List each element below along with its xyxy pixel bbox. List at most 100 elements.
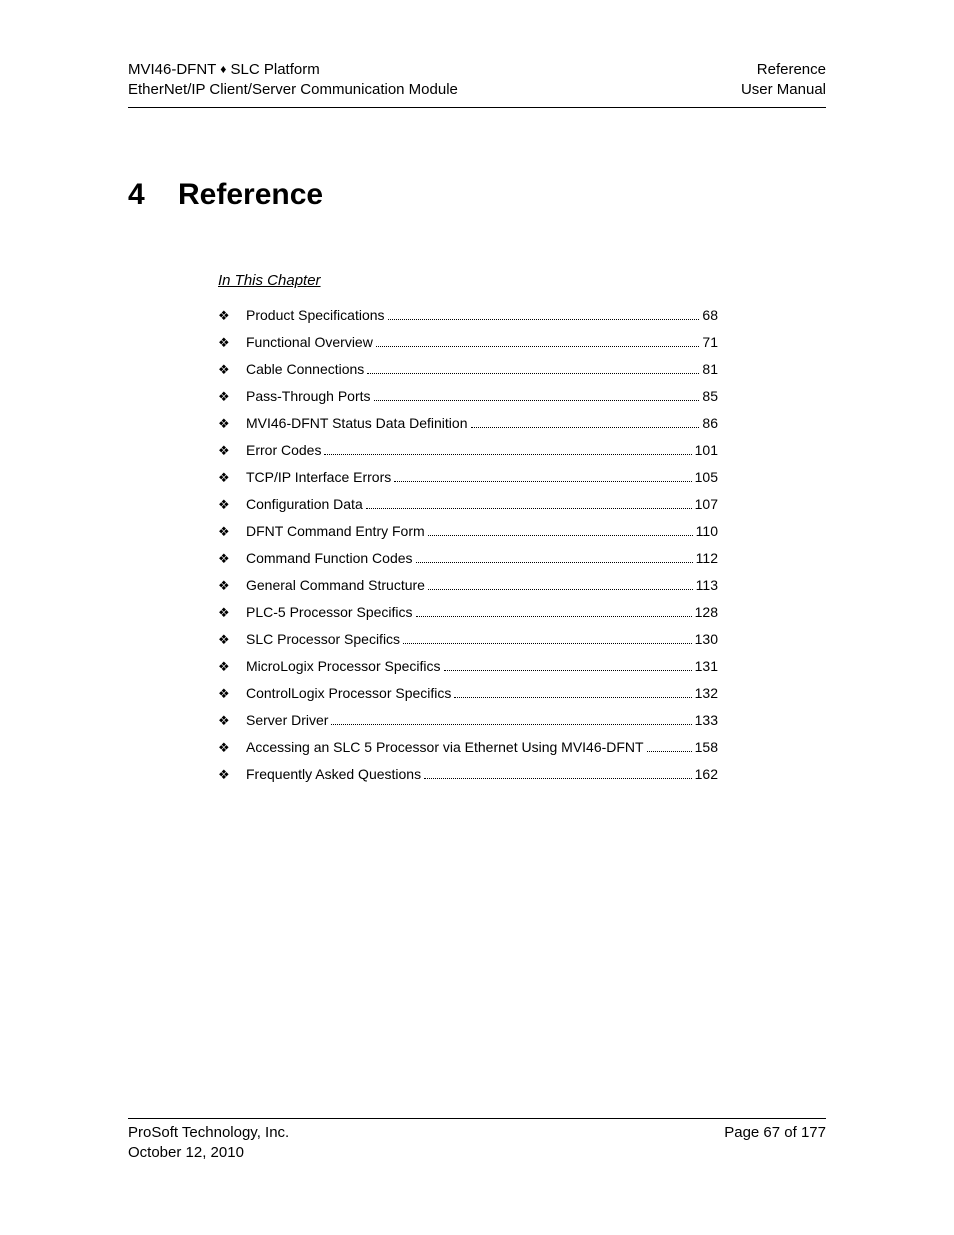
toc-label: Product Specifications bbox=[246, 307, 385, 323]
toc-label: Pass-Through Ports bbox=[246, 388, 371, 404]
toc-label: General Command Structure bbox=[246, 577, 425, 593]
toc-row: ❖SLC Processor Specifics 130 bbox=[218, 631, 718, 648]
toc-entry: ControlLogix Processor Specifics 132 bbox=[246, 685, 718, 701]
toc-entry: Server Driver133 bbox=[246, 712, 718, 728]
toc-row: ❖General Command Structure113 bbox=[218, 577, 718, 594]
toc-entry: Frequently Asked Questions 162 bbox=[246, 766, 718, 782]
toc-leader-dots bbox=[454, 697, 691, 698]
toc-label: SLC Processor Specifics bbox=[246, 631, 400, 647]
toc-row: ❖DFNT Command Entry Form110 bbox=[218, 523, 718, 540]
diamond-bullet-icon: ❖ bbox=[218, 686, 246, 702]
header-platform: SLC Platform bbox=[226, 61, 319, 78]
in-this-chapter-label: In This Chapter bbox=[218, 272, 826, 289]
toc-page: 113 bbox=[696, 577, 718, 593]
toc-entry: PLC-5 Processor Specifics 128 bbox=[246, 604, 718, 620]
toc-leader-dots bbox=[471, 427, 700, 428]
toc-leader-dots bbox=[366, 508, 692, 509]
toc-leader-dots bbox=[367, 373, 699, 374]
chapter-title: Reference bbox=[178, 178, 323, 212]
toc-leader-dots bbox=[647, 751, 692, 752]
toc-entry: Configuration Data107 bbox=[246, 496, 718, 512]
toc-page: 162 bbox=[695, 766, 718, 782]
toc-entry: Product Specifications68 bbox=[246, 307, 718, 323]
toc-row: ❖ControlLogix Processor Specifics 132 bbox=[218, 685, 718, 702]
toc-page: 158 bbox=[695, 739, 718, 755]
toc-label: DFNT Command Entry Form bbox=[246, 523, 425, 539]
toc-page: 71 bbox=[702, 334, 718, 350]
toc-page: 86 bbox=[702, 415, 718, 431]
toc-label: Functional Overview bbox=[246, 334, 373, 350]
diamond-bullet-icon: ❖ bbox=[218, 470, 246, 486]
diamond-bullet-icon: ❖ bbox=[218, 416, 246, 432]
diamond-bullet-icon: ❖ bbox=[218, 551, 246, 567]
toc-page: 131 bbox=[695, 658, 718, 674]
toc-label: TCP/IP Interface Errors bbox=[246, 469, 391, 485]
toc-row: ❖Cable Connections 81 bbox=[218, 361, 718, 378]
toc-leader-dots bbox=[444, 670, 692, 671]
header-right-line2: User Manual bbox=[741, 80, 826, 100]
toc-label: Accessing an SLC 5 Processor via Etherne… bbox=[246, 739, 644, 755]
toc-entry: SLC Processor Specifics 130 bbox=[246, 631, 718, 647]
toc-page: 132 bbox=[695, 685, 718, 701]
page-header: MVI46-DFNT ♦ SLC Platform EtherNet/IP Cl… bbox=[128, 60, 826, 108]
toc-entry: MicroLogix Processor Specifics 131 bbox=[246, 658, 718, 674]
toc-entry: Command Function Codes 112 bbox=[246, 550, 718, 566]
toc-leader-dots bbox=[416, 616, 692, 617]
diamond-bullet-icon: ❖ bbox=[218, 443, 246, 459]
toc-leader-dots bbox=[428, 589, 693, 590]
diamond-bullet-icon: ❖ bbox=[218, 524, 246, 540]
toc-label: ControlLogix Processor Specifics bbox=[246, 685, 451, 701]
diamond-bullet-icon: ❖ bbox=[218, 389, 246, 405]
toc-page: 112 bbox=[696, 550, 718, 566]
toc-label: MVI46-DFNT Status Data Definition bbox=[246, 415, 468, 431]
toc-entry: Pass-Through Ports 85 bbox=[246, 388, 718, 404]
toc-leader-dots bbox=[424, 778, 692, 779]
toc-page: 133 bbox=[695, 712, 718, 728]
toc-label: Frequently Asked Questions bbox=[246, 766, 421, 782]
toc-leader-dots bbox=[331, 724, 691, 725]
page: MVI46-DFNT ♦ SLC Platform EtherNet/IP Cl… bbox=[0, 0, 954, 1235]
toc-entry: DFNT Command Entry Form110 bbox=[246, 523, 718, 539]
toc-entry: Accessing an SLC 5 Processor via Etherne… bbox=[246, 739, 718, 755]
toc-row: ❖Command Function Codes 112 bbox=[218, 550, 718, 567]
toc-label: MicroLogix Processor Specifics bbox=[246, 658, 441, 674]
toc-leader-dots bbox=[324, 454, 691, 455]
diamond-bullet-icon: ❖ bbox=[218, 362, 246, 378]
toc-page: 130 bbox=[695, 631, 718, 647]
toc-row: ❖Frequently Asked Questions162 bbox=[218, 766, 718, 783]
header-left: MVI46-DFNT ♦ SLC Platform EtherNet/IP Cl… bbox=[128, 60, 458, 101]
header-left-line1: MVI46-DFNT ♦ SLC Platform bbox=[128, 60, 458, 80]
chapter-heading: 4 Reference bbox=[128, 178, 826, 212]
diamond-bullet-icon: ❖ bbox=[218, 335, 246, 351]
toc-page: 101 bbox=[695, 442, 718, 458]
toc-page: 107 bbox=[695, 496, 718, 512]
toc-row: ❖Accessing an SLC 5 Processor via Ethern… bbox=[218, 739, 718, 756]
toc-entry: General Command Structure 113 bbox=[246, 577, 718, 593]
toc-entry: TCP/IP Interface Errors105 bbox=[246, 469, 718, 485]
toc-leader-dots bbox=[428, 535, 693, 536]
toc-page: 128 bbox=[695, 604, 718, 620]
toc-leader-dots bbox=[374, 400, 700, 401]
toc-row: ❖Pass-Through Ports 85 bbox=[218, 388, 718, 405]
toc-leader-dots bbox=[388, 319, 700, 320]
toc-entry: Error Codes101 bbox=[246, 442, 718, 458]
toc-row: ❖PLC-5 Processor Specifics128 bbox=[218, 604, 718, 621]
toc-row: ❖MVI46-DFNT Status Data Definition 86 bbox=[218, 415, 718, 432]
toc-row: ❖Product Specifications68 bbox=[218, 307, 718, 324]
toc-label: Cable Connections bbox=[246, 361, 364, 377]
toc-entry: Cable Connections 81 bbox=[246, 361, 718, 377]
diamond-bullet-icon: ❖ bbox=[218, 713, 246, 729]
toc-label: PLC-5 Processor Specifics bbox=[246, 604, 413, 620]
toc-page: 85 bbox=[702, 388, 718, 404]
page-footer: ProSoft Technology, Inc. October 12, 201… bbox=[128, 1118, 826, 1164]
diamond-bullet-icon: ❖ bbox=[218, 740, 246, 756]
diamond-bullet-icon: ❖ bbox=[218, 632, 246, 648]
toc-row: ❖TCP/IP Interface Errors105 bbox=[218, 469, 718, 486]
toc-leader-dots bbox=[416, 562, 693, 563]
toc-leader-dots bbox=[403, 643, 692, 644]
toc-row: ❖MicroLogix Processor Specifics131 bbox=[218, 658, 718, 675]
toc-page: 81 bbox=[702, 361, 718, 377]
toc-entry: MVI46-DFNT Status Data Definition 86 bbox=[246, 415, 718, 431]
toc-label: Command Function Codes bbox=[246, 550, 413, 566]
header-product: MVI46-DFNT bbox=[128, 61, 220, 78]
